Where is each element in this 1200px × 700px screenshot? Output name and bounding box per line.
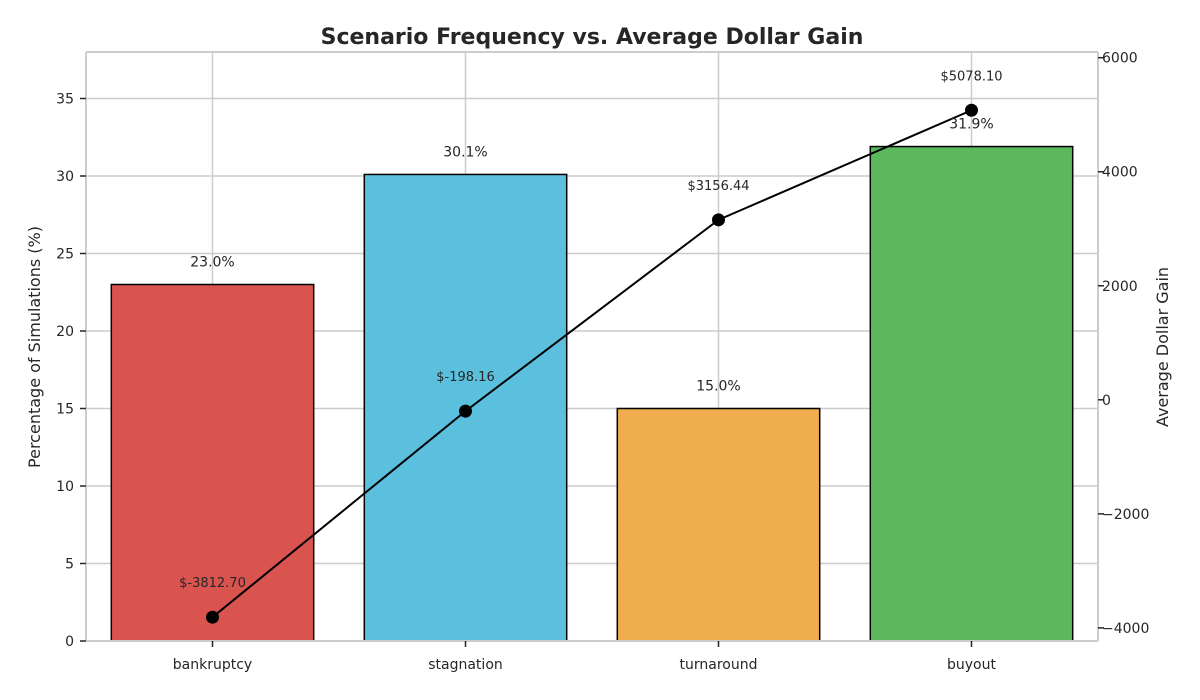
gain-point-stagnation (459, 404, 472, 418)
y2-tick-label: 4000 (1102, 165, 1138, 181)
bar-turnaround (616, 407, 821, 642)
gain-value-label: $-3812.70 (179, 576, 246, 591)
bar-value-label: 30.1% (443, 144, 487, 160)
y-tick-label: 5 (65, 557, 74, 573)
gain-value-label: $-198.16 (436, 370, 494, 385)
bar-value-label: 31.9% (949, 117, 993, 133)
y-tick-label: 25 (56, 247, 74, 263)
y2-tick-label: 6000 (1102, 51, 1138, 67)
gain-point-turnaround (712, 213, 725, 227)
y2-axis-label: Average Dollar Gain (1153, 267, 1172, 427)
x-tick-label: bankruptcy (173, 657, 252, 673)
bar-value-label: 23.0% (190, 255, 234, 271)
gain-value-label: $5078.10 (940, 69, 1002, 84)
y-tick-label: 0 (65, 634, 74, 650)
y2-tick-label: −4000 (1102, 621, 1149, 637)
x-tick-label: turnaround (680, 657, 758, 673)
gain-value-label: $3156.44 (687, 179, 749, 194)
y2-tick-label: −2000 (1102, 507, 1149, 523)
y2-tick-label: 2000 (1102, 279, 1138, 295)
bar-bankruptcy (110, 283, 315, 642)
axes: 0 5 10 15 20 25 30 35 −4000 −2000 0 2000 4000 6000 ban… (56, 51, 1149, 673)
bar-value-label: 15.0% (696, 379, 740, 395)
y-tick-label: 35 (56, 92, 74, 108)
y-tick-label: 15 (56, 402, 74, 418)
y-tick-label: 10 (56, 479, 74, 495)
chart-title: Scenario Frequency vs. Average Dollar Ga… (321, 25, 864, 50)
bar-buyout (869, 145, 1074, 642)
y2-tick-label: 0 (1102, 393, 1111, 409)
y-tick-label: 30 (56, 169, 74, 185)
y-axis-label: Percentage of Simulations (%) (25, 226, 44, 468)
gain-point-bankruptcy (206, 610, 219, 624)
gain-line (206, 103, 978, 624)
bars (110, 145, 1074, 642)
gain-point-buyout (965, 103, 978, 117)
x-tick-label: stagnation (428, 657, 503, 673)
gain-line-path (211, 109, 972, 618)
data-labels: 23.0% 30.1% 15.0% 31.9% $-3812.70 $-198.16 $31… (179, 69, 1002, 591)
y-tick-label: 20 (56, 324, 74, 340)
x-tick-label: buyout (947, 657, 996, 673)
